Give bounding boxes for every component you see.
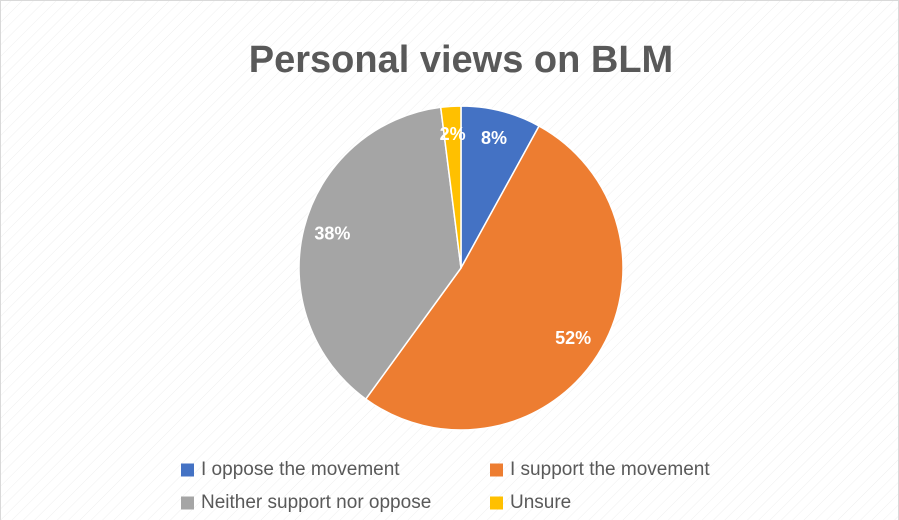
data-label: 2% [440, 124, 466, 144]
legend-label: Unsure [510, 492, 571, 513]
data-label: 52% [555, 328, 591, 348]
data-label: 38% [314, 224, 350, 244]
pie-slice [439, 105, 462, 269]
legend-swatch [181, 463, 194, 477]
legend-swatch [181, 496, 194, 510]
legend-label: I support the movement [510, 459, 710, 480]
data-label: 8% [481, 128, 507, 148]
legend-label: Neither support nor oppose [201, 492, 431, 513]
legend-swatch [490, 496, 503, 510]
legend-swatch [490, 463, 503, 477]
pie-slice [298, 106, 462, 401]
chart-title: Personal views on BLM [249, 39, 673, 81]
legend-label: I oppose the movement [201, 459, 400, 480]
pie-slice [364, 125, 624, 431]
